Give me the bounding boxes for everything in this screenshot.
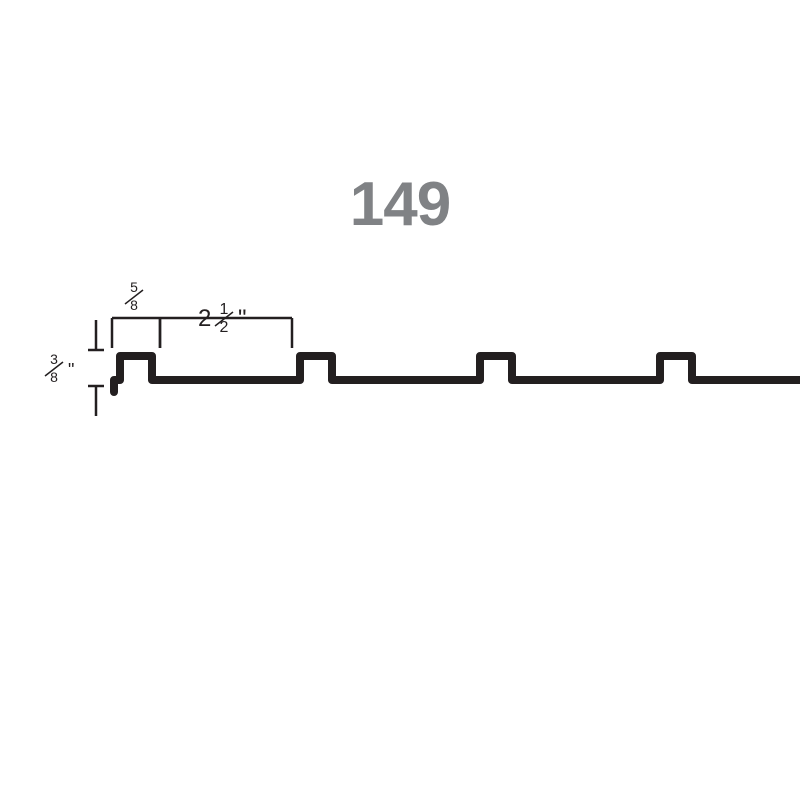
svg-text:5: 5 bbox=[130, 279, 138, 295]
svg-text:1: 1 bbox=[220, 301, 229, 318]
svg-text:": " bbox=[238, 305, 247, 332]
svg-text:2: 2 bbox=[198, 305, 211, 332]
profile-number: 149 bbox=[350, 170, 450, 239]
svg-text:3: 3 bbox=[50, 351, 58, 367]
svg-text:": " bbox=[68, 360, 74, 380]
